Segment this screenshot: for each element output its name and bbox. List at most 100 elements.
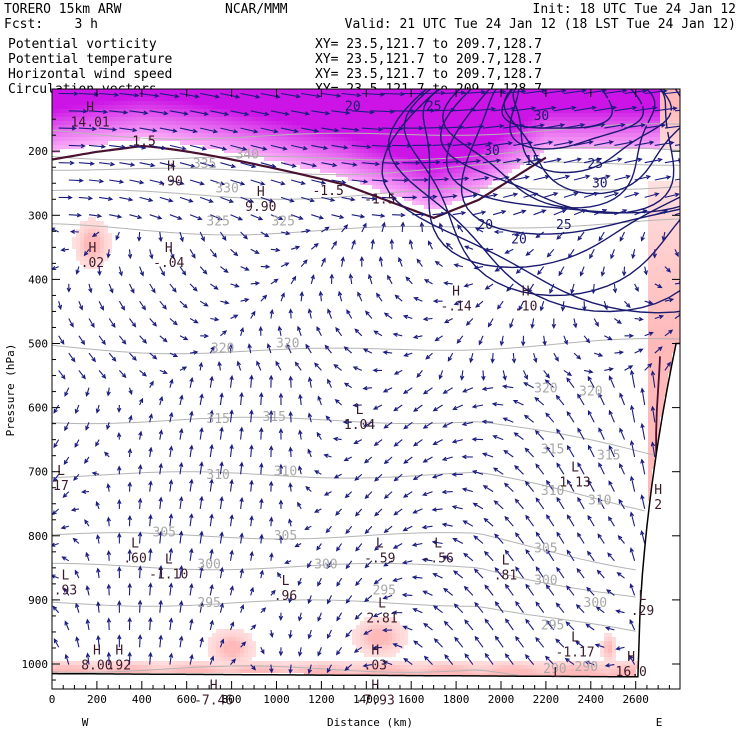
pv-cell — [88, 245, 92, 249]
pv-cell — [92, 253, 96, 257]
pv-cell — [464, 173, 468, 177]
pv-cell — [240, 117, 244, 121]
pv-cell — [572, 121, 576, 125]
pv-cell — [432, 113, 436, 117]
pv-cell — [368, 181, 372, 185]
wind-vector — [327, 378, 332, 388]
pv-cell — [200, 125, 204, 129]
pv-cell — [220, 89, 224, 93]
wind-vector — [127, 448, 133, 458]
pv-cell — [388, 641, 392, 645]
pv-cell — [244, 637, 248, 641]
pv-cell — [352, 153, 356, 157]
pv-cell — [84, 133, 88, 137]
pv-cell — [488, 97, 492, 101]
pv-cell — [676, 317, 680, 321]
wind-vector — [614, 174, 631, 181]
pv-cell — [144, 121, 148, 125]
pv-cell — [56, 109, 60, 113]
pv-cell — [456, 173, 460, 177]
pv-cell — [284, 669, 288, 673]
pv-cell — [560, 141, 564, 145]
pv-cell — [108, 137, 112, 141]
pv-cell — [664, 257, 668, 261]
pv-cell — [388, 633, 392, 637]
wind-vector — [558, 266, 565, 277]
pv-cell — [192, 117, 196, 121]
pv-cell — [612, 89, 616, 93]
pv-cell — [384, 617, 388, 621]
pv-cell — [304, 133, 308, 137]
pv-cell — [496, 153, 500, 157]
pv-cell — [256, 133, 260, 137]
wind-vector — [321, 196, 336, 202]
pv-cell — [220, 129, 224, 133]
pv-cell — [660, 365, 664, 369]
wind-vector — [441, 489, 453, 495]
pv-cell — [580, 665, 584, 669]
pv-cell — [208, 125, 212, 129]
pv-cell — [648, 233, 652, 237]
pv-cell — [300, 97, 304, 101]
pv-cell — [456, 153, 460, 157]
pv-cell — [652, 269, 656, 273]
pv-cell — [92, 221, 96, 225]
pv-cell — [296, 661, 300, 665]
pv-cell — [100, 665, 104, 669]
pv-cell — [84, 669, 88, 673]
pv-cell — [276, 121, 280, 125]
pv-cell — [420, 157, 424, 161]
pv-cell — [84, 245, 88, 249]
pv-cell — [444, 189, 448, 193]
pv-cell — [496, 93, 500, 97]
pv-cell — [644, 93, 648, 97]
pv-cell — [424, 113, 428, 117]
pv-cell — [568, 121, 572, 125]
pv-cell — [208, 653, 212, 657]
pv-cell — [480, 97, 484, 101]
pv-cell — [344, 137, 348, 141]
pv-cell — [660, 237, 664, 241]
pv-cell — [204, 101, 208, 105]
pv-cell — [380, 641, 384, 645]
pv-cell — [536, 661, 540, 665]
wind-vector — [367, 273, 373, 285]
pv-cell — [652, 273, 656, 277]
pv-cell — [468, 161, 472, 165]
pv-cell — [620, 129, 624, 133]
pv-cell — [652, 389, 656, 393]
pv-cell — [232, 665, 236, 669]
pv-cell — [596, 101, 600, 105]
pv-cell — [504, 661, 508, 665]
pv-cell — [152, 121, 156, 125]
pv-cell — [524, 133, 528, 137]
pv-cell — [320, 109, 324, 113]
pv-cell — [368, 153, 372, 157]
pv-cell — [400, 117, 404, 121]
pv-cell — [72, 137, 76, 141]
pv-cell — [276, 101, 280, 105]
pv-cell — [520, 93, 524, 97]
pv-cell — [652, 137, 656, 141]
pv-cell — [52, 97, 56, 101]
pv-cell — [516, 117, 520, 121]
pv-cell — [220, 657, 224, 661]
wind-vector — [249, 444, 254, 458]
pv-cell — [116, 97, 120, 101]
pv-cell — [656, 361, 660, 365]
pv-cell — [196, 133, 200, 137]
pv-cell — [488, 157, 492, 161]
pv-cell — [132, 105, 136, 109]
pv-cell — [596, 141, 600, 145]
wind-vector — [604, 89, 628, 95]
pv-cell — [664, 129, 668, 133]
pv-cell — [424, 117, 428, 121]
pv-cell — [64, 129, 68, 133]
pv-cell — [312, 105, 316, 109]
pv-cell — [612, 661, 616, 665]
pv-cell — [180, 97, 184, 101]
pv-cell — [652, 297, 656, 301]
pv-cell — [216, 137, 220, 141]
wind-vector — [456, 335, 464, 344]
pv-cell — [488, 129, 492, 133]
